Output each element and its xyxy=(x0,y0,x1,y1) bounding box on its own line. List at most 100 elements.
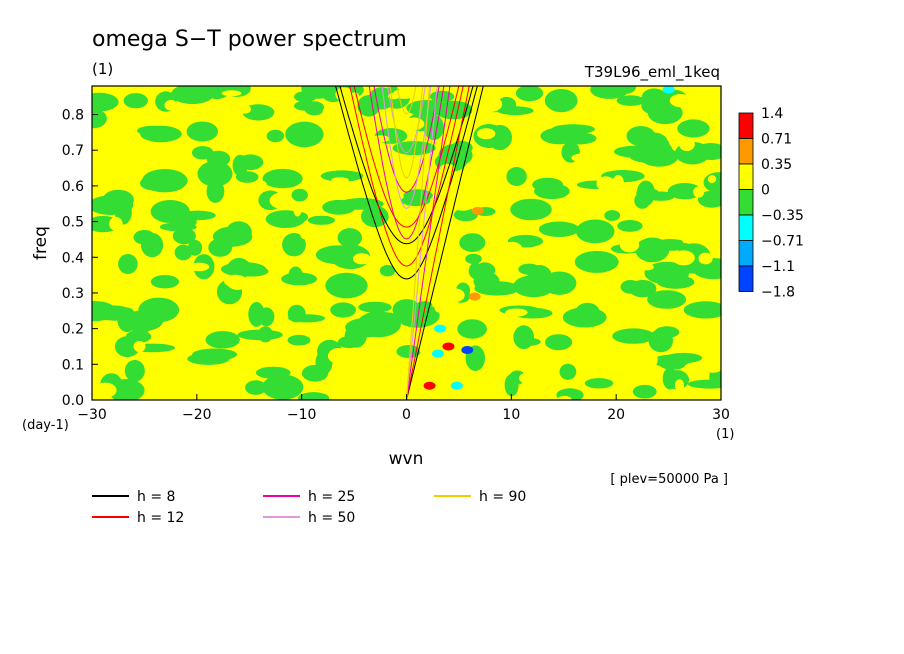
field-patch xyxy=(335,87,353,102)
x-tick-label: 20 xyxy=(607,407,625,423)
field-patch xyxy=(698,252,713,265)
field-patch xyxy=(298,392,330,400)
field-patch xyxy=(515,86,544,102)
colorbar-swatch xyxy=(738,112,754,139)
field-patch xyxy=(310,226,333,242)
field-patch xyxy=(513,275,555,298)
field-patch xyxy=(531,372,551,389)
dispersion-curve xyxy=(339,86,474,245)
field-patch xyxy=(327,348,349,364)
field-patch xyxy=(330,302,356,318)
field-patch xyxy=(141,233,164,258)
field-patch xyxy=(636,180,656,206)
field-patch xyxy=(227,275,248,290)
y-tick-label: 0.2 xyxy=(62,322,84,338)
field-patch xyxy=(504,374,519,397)
field-patch xyxy=(285,121,324,148)
field-patch xyxy=(197,161,233,187)
field-patch xyxy=(140,125,182,143)
field-patch xyxy=(695,143,721,160)
field-patch xyxy=(641,263,654,271)
x-tick-label: 30 xyxy=(712,407,730,423)
field-patch xyxy=(678,136,695,152)
field-patch xyxy=(172,227,196,245)
legend-label: h = 50 xyxy=(308,510,355,526)
field-extreme xyxy=(442,342,455,351)
field-patch xyxy=(361,205,389,228)
field-patch xyxy=(514,337,541,346)
field-patch xyxy=(242,136,262,153)
field-patch xyxy=(258,307,275,327)
field-patch xyxy=(100,345,114,359)
field-patch xyxy=(453,370,471,383)
field-patch xyxy=(575,328,593,343)
field-patch xyxy=(150,275,179,289)
field-patch xyxy=(174,244,192,261)
field-patch xyxy=(652,239,689,251)
field-patch xyxy=(118,254,138,274)
colorbar-swatch xyxy=(738,214,754,241)
field-patch xyxy=(92,92,119,112)
field-patch xyxy=(138,297,180,323)
y-unit-label: (day-1) xyxy=(22,418,69,433)
field-patch xyxy=(559,363,577,380)
field-patch xyxy=(590,86,629,99)
field-patch xyxy=(574,250,619,273)
field-patch xyxy=(647,352,658,367)
dispersion-curve xyxy=(335,86,478,280)
field-extreme xyxy=(468,292,481,301)
field-patch xyxy=(505,308,528,317)
field-patch xyxy=(551,124,595,135)
field-patch xyxy=(545,334,573,351)
field-patch xyxy=(125,330,152,343)
field-patch xyxy=(396,345,421,358)
field-patch xyxy=(322,105,341,118)
field-patch xyxy=(571,153,594,163)
field-patch xyxy=(287,334,311,346)
field-patch xyxy=(575,302,600,324)
dispersion-curve xyxy=(349,86,464,267)
field-patch xyxy=(337,228,362,248)
field-patch xyxy=(465,253,482,264)
field-patch xyxy=(371,135,390,143)
field-patch xyxy=(237,154,264,170)
field-extreme xyxy=(431,349,444,358)
field-patch xyxy=(683,301,721,319)
field-patch xyxy=(245,380,267,395)
colorbar-label: −1.1 xyxy=(761,259,795,275)
legend-label: h = 25 xyxy=(308,489,355,505)
field-patch xyxy=(644,140,673,165)
field-patch xyxy=(117,307,137,333)
field-patch xyxy=(662,367,678,390)
field-patch xyxy=(294,100,318,111)
y-tick-label: 0.1 xyxy=(62,357,84,373)
field-patch xyxy=(150,200,190,223)
field-patch xyxy=(227,257,251,279)
field-patch xyxy=(188,262,210,272)
legend-label: h = 90 xyxy=(479,489,526,505)
field-patch xyxy=(282,233,306,257)
field-patch xyxy=(575,219,615,244)
field-patch xyxy=(657,275,695,289)
field-patch xyxy=(94,382,117,398)
plev-note: [ plev=50000 Pa ] xyxy=(610,472,728,487)
field-patch xyxy=(92,301,117,322)
field-patch xyxy=(320,170,364,182)
x-tick-label: 0 xyxy=(402,407,411,423)
field-patch xyxy=(703,172,721,193)
dispersion-curve xyxy=(406,86,470,400)
dispersion-curve xyxy=(381,86,432,210)
x-tick-label: −10 xyxy=(287,407,317,423)
field-patch xyxy=(403,117,425,131)
dispersion-curve xyxy=(396,86,417,115)
field-patch xyxy=(497,96,517,113)
field-patch xyxy=(164,100,178,111)
field-patch xyxy=(281,272,318,286)
y-tick-label: 0.8 xyxy=(62,108,84,124)
field-patch xyxy=(560,132,597,145)
field-patch xyxy=(322,199,356,215)
dispersion-curve xyxy=(368,86,445,240)
field-patch xyxy=(205,331,240,349)
field-patch xyxy=(235,171,259,183)
